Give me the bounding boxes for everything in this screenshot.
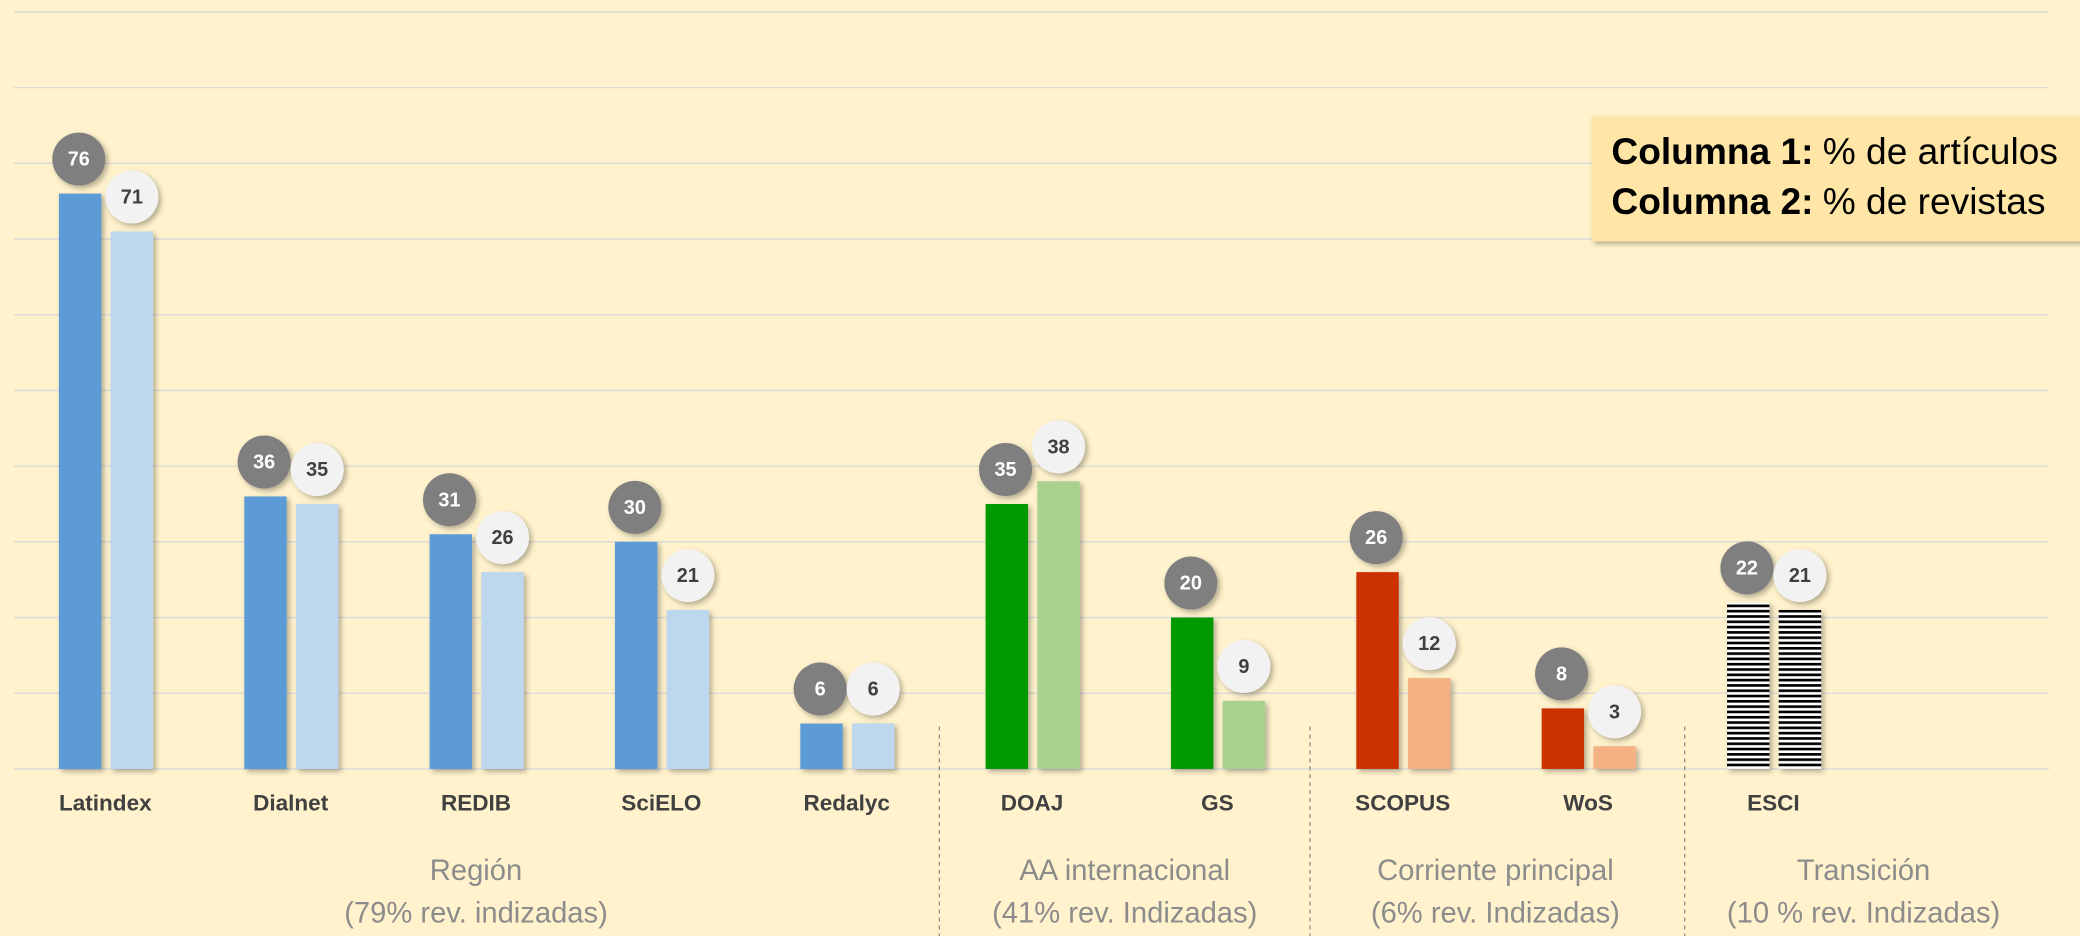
x-tick-label: DOAJ <box>1001 791 1064 816</box>
value-label: 9 <box>1238 656 1249 678</box>
legend-entry: Columna 2:% de revistas <box>1611 180 2045 222</box>
value-label: 8 <box>1556 663 1567 685</box>
bar <box>295 503 339 769</box>
bar <box>110 231 154 769</box>
x-tick-label: WoS <box>1563 791 1613 816</box>
value-label: 31 <box>438 489 460 511</box>
value-badge <box>105 170 159 224</box>
bar <box>1356 572 1399 769</box>
bar <box>985 503 1029 769</box>
group-label: (79% rev. indizadas) <box>344 897 608 929</box>
value-badge <box>661 548 715 603</box>
value-badge <box>1032 420 1086 474</box>
bar <box>1541 708 1585 769</box>
x-tick-label: ESCI <box>1747 791 1800 816</box>
group-label: (10 % rev. Indizadas) <box>1727 897 2000 929</box>
bar <box>481 572 524 769</box>
group-label: Corriente principal <box>1377 855 1614 887</box>
value-badge <box>290 443 344 497</box>
bar <box>1593 746 1636 769</box>
value-badge <box>422 473 477 527</box>
bar <box>429 534 473 769</box>
value-label: 36 <box>253 452 275 474</box>
value-label: 30 <box>624 497 646 519</box>
value-badge <box>793 662 847 716</box>
value-label: 3 <box>1609 701 1620 723</box>
value-badge <box>476 511 530 565</box>
value-label: 76 <box>68 149 90 171</box>
bar <box>614 541 658 769</box>
value-label: 26 <box>491 527 513 549</box>
value-label: 26 <box>1365 527 1387 549</box>
bar <box>800 723 843 769</box>
legend-entry: Columna 1:% de artículos <box>1611 130 2057 172</box>
value-badge <box>1535 647 1589 701</box>
bar <box>1170 617 1214 769</box>
bar <box>852 723 895 769</box>
bar <box>244 496 287 769</box>
value-label: 6 <box>868 679 879 701</box>
value-label: 21 <box>677 565 699 587</box>
group-label: AA internacional <box>1019 855 1230 887</box>
bar <box>1222 700 1266 769</box>
value-badge <box>1720 541 1774 595</box>
value-badge <box>1164 556 1218 610</box>
bar <box>1408 678 1451 769</box>
value-label: 38 <box>1048 436 1070 458</box>
x-tick-label: Redalyc <box>804 791 890 816</box>
x-tick-label: SCOPUS <box>1355 791 1450 816</box>
value-badge <box>52 132 106 186</box>
bar <box>1727 602 1770 769</box>
value-badge <box>1588 685 1642 739</box>
value-label: 20 <box>1180 573 1202 595</box>
value-label: 35 <box>306 459 328 481</box>
legend-name: Columna 1: <box>1611 130 1813 172</box>
group-label: Región <box>430 855 522 887</box>
x-tick-label: Dialnet <box>253 791 329 816</box>
bar <box>58 193 102 769</box>
value-label: 21 <box>1789 565 1811 587</box>
x-tick-label: Latindex <box>59 791 152 816</box>
bar <box>666 609 710 769</box>
bar <box>1037 481 1080 769</box>
legend-box <box>1591 116 2080 242</box>
value-badge <box>979 443 1033 497</box>
value-badge <box>1349 511 1403 565</box>
value-badge <box>608 480 662 534</box>
value-badge <box>1773 548 1827 603</box>
value-badge <box>846 662 900 716</box>
x-tick-label: REDIB <box>441 791 511 816</box>
value-badge <box>237 435 291 489</box>
group-label: Transición <box>1797 855 1930 887</box>
value-label: 22 <box>1736 558 1758 580</box>
legend-name: Columna 2: <box>1611 180 1813 222</box>
group-label: (6% rev. Indizadas) <box>1371 897 1620 929</box>
legend-description: % de artículos <box>1823 130 2058 172</box>
value-label: 71 <box>121 187 143 209</box>
value-label: 35 <box>994 459 1016 481</box>
value-label: 6 <box>815 679 826 701</box>
value-badge <box>1217 639 1271 693</box>
value-badge <box>1402 617 1456 671</box>
x-tick-label: SciELO <box>621 791 701 816</box>
group-label: (41% rev. Indizadas) <box>992 897 1257 929</box>
legend-description: % de revistas <box>1823 180 2046 222</box>
x-tick-label: GS <box>1201 791 1234 816</box>
value-label: 12 <box>1418 633 1440 655</box>
bar <box>1778 609 1822 769</box>
